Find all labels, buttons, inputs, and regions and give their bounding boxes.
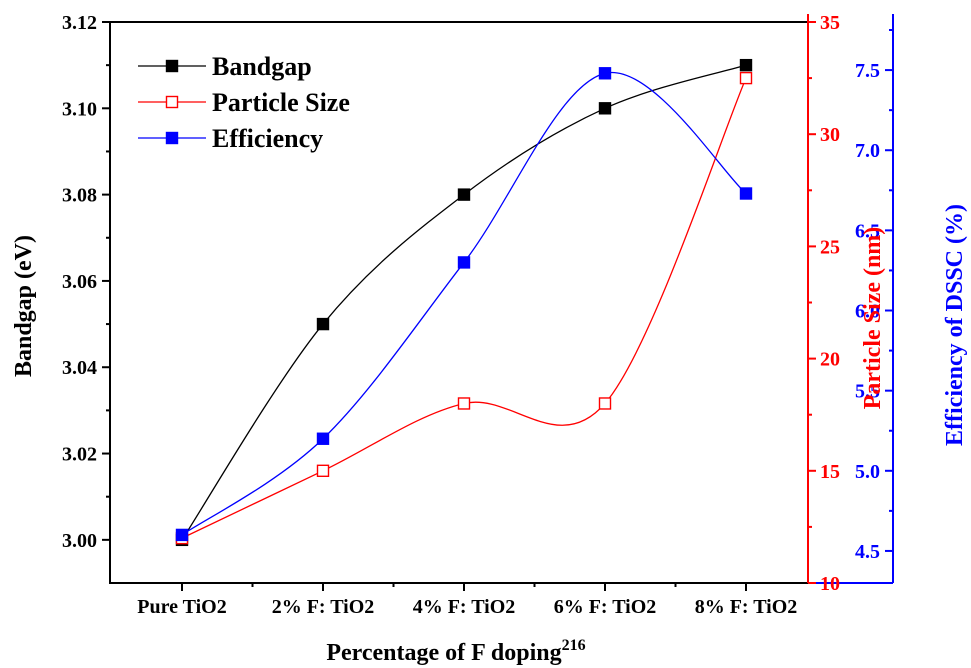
left-tick-label: 3.12 bbox=[62, 12, 97, 34]
x-axis-title: Percentage of F doping216 bbox=[326, 637, 585, 666]
legend-marker bbox=[165, 59, 179, 73]
particle-size-axis-ticks: 10 15 20 25 30 35 bbox=[808, 12, 840, 595]
x-axis-ticks: Pure TiO2 2% F: TiO2 4% F: TiO2 6% F: TiO2 8… bbox=[137, 583, 797, 618]
bandgap-point bbox=[598, 102, 612, 115]
efficiency-tick-label: 7.0 bbox=[855, 140, 880, 162]
particle-size-point bbox=[739, 71, 753, 85]
left-tick-label: 3.02 bbox=[62, 444, 97, 466]
particle-size-tick-label: 10 bbox=[820, 573, 840, 595]
particle-size-tick-label: 20 bbox=[820, 349, 840, 371]
efficiency-tick-label: 6.5 bbox=[855, 220, 880, 242]
bandgap-point bbox=[739, 58, 753, 72]
particle-size-axis-title: Particle Size (nm) bbox=[860, 227, 886, 410]
left-axis-ticks: 3.00 3.02 3.04 3.06 3.08 3.10 3.12 bbox=[62, 12, 110, 552]
efficiency-tick-label: 6.0 bbox=[855, 301, 880, 323]
efficiency-tick-label: 7.5 bbox=[855, 60, 880, 82]
bandgap-point bbox=[316, 317, 330, 331]
efficiency-axis-ticks: 4.5 5.0 5.5 6.0 6.5 7.0 7.5 bbox=[855, 29, 893, 563]
particle-size-point bbox=[598, 397, 612, 410]
legend-marker bbox=[165, 95, 179, 109]
legend-label: Bandgap bbox=[212, 52, 312, 81]
left-tick-label: 3.08 bbox=[62, 185, 97, 207]
particle-size-tick-label: 15 bbox=[820, 461, 840, 483]
efficiency-axis-title: Efficiency of DSSC (%) bbox=[942, 204, 968, 446]
legend-label: Particle Size bbox=[212, 88, 350, 117]
particle-size-point bbox=[457, 397, 471, 410]
left-tick-label: 3.00 bbox=[62, 530, 97, 552]
bandgap-point bbox=[457, 188, 471, 201]
particle-size-line bbox=[181, 77, 747, 539]
legend-marker bbox=[165, 131, 179, 145]
particle-size-tick-label: 25 bbox=[820, 236, 840, 258]
particle-size-point bbox=[316, 464, 330, 477]
efficiency-tick-label: 4.5 bbox=[855, 541, 880, 563]
efficiency-point bbox=[457, 256, 471, 269]
efficiency-point bbox=[175, 528, 189, 542]
efficiency-tick-label: 5.0 bbox=[855, 461, 880, 483]
bandgap-line bbox=[181, 64, 747, 541]
left-tick-label: 3.06 bbox=[62, 271, 97, 293]
series-layer bbox=[175, 58, 753, 547]
efficiency-point bbox=[598, 67, 612, 80]
left-axis-title: Bandgap (eV) bbox=[11, 235, 37, 377]
x-tick-label: 4% F: TiO2 bbox=[413, 596, 516, 618]
x-tick-label: 6% F: TiO2 bbox=[554, 596, 657, 618]
efficiency-tick-label: 5.5 bbox=[855, 381, 880, 403]
left-tick-label: 3.04 bbox=[62, 357, 97, 379]
efficiency-point bbox=[316, 432, 330, 445]
x-tick-label: 2% F: TiO2 bbox=[272, 596, 375, 618]
x-tick-label: Pure TiO2 bbox=[137, 596, 226, 618]
particle-size-tick-label: 30 bbox=[820, 124, 840, 146]
efficiency-point bbox=[739, 187, 753, 200]
left-tick-label: 3.10 bbox=[62, 98, 97, 120]
legend: Bandgap Particle Size Efficiency bbox=[138, 52, 350, 153]
particle-size-tick-label: 35 bbox=[820, 12, 840, 34]
legend-label: Efficiency bbox=[212, 124, 323, 153]
x-tick-label: 8% F: TiO2 bbox=[695, 596, 798, 618]
